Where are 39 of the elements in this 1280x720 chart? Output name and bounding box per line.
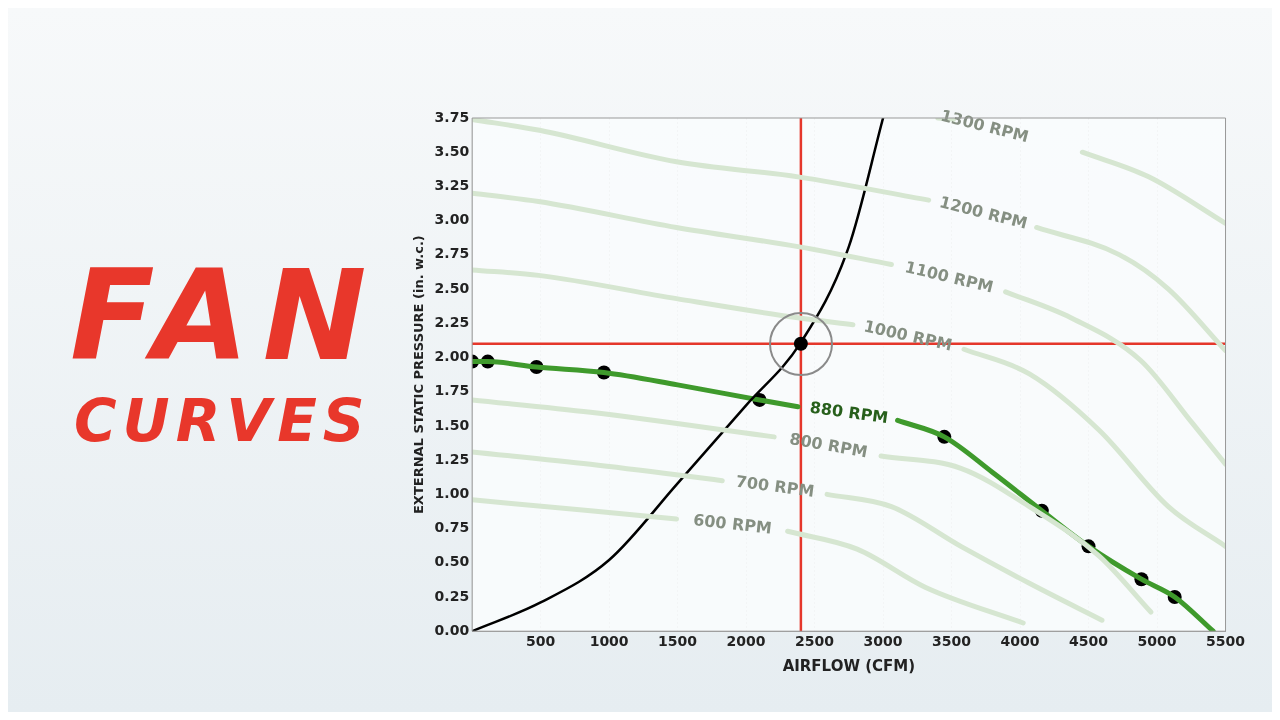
y-tick-label: 3.25 <box>434 177 470 194</box>
x-axis-title: AIRFLOW (CFM) <box>782 656 916 675</box>
text: 1300 RPM <box>938 105 1031 147</box>
x-tick-label: 1000 <box>589 633 629 650</box>
y-tick-label: 0.00 <box>434 621 470 638</box>
y-tick-label: 2.00 <box>434 348 470 365</box>
y-tick-label: 1.00 <box>434 484 470 501</box>
y-tick-label: 2.25 <box>434 313 470 330</box>
y-tick-label: 2.75 <box>434 245 470 262</box>
y-tick-label: 2.50 <box>434 279 470 296</box>
text: 1000 RPM <box>862 316 954 355</box>
text: 800 RPM <box>787 428 870 462</box>
x-tick-label: 5500 <box>1206 633 1246 650</box>
x-tick-label: 3000 <box>863 633 903 650</box>
y-axis-title: EXTERNAL STATIC PRESSURE (in. w.c.) <box>411 235 427 515</box>
text: 700 RPM <box>734 471 816 501</box>
text: FAN <box>70 244 381 388</box>
x-tick-label: 1500 <box>658 633 698 650</box>
x-tick-label: 2000 <box>726 633 766 650</box>
y-tick-label: 0.75 <box>434 519 470 536</box>
x-tick-label: 4000 <box>1000 633 1040 650</box>
x-tick-label: 2500 <box>795 633 835 650</box>
x-tick-label: 3500 <box>932 633 972 650</box>
y-tick-label: 1.50 <box>434 416 470 433</box>
text: 1200 RPM <box>937 192 1030 233</box>
x-tick-label: 500 <box>526 633 556 650</box>
text: CURVES <box>74 387 371 455</box>
y-tick-label: 3.50 <box>434 142 470 159</box>
text: 1100 RPM <box>903 257 996 297</box>
y-tick-label: 1.75 <box>434 382 470 399</box>
y-tick-label: 0.50 <box>434 553 470 570</box>
y-tick-label: 0.25 <box>434 587 470 604</box>
x-tick-label: 5000 <box>1137 633 1177 650</box>
y-tick-label: 3.00 <box>434 211 470 228</box>
text: 880 RPM <box>808 397 890 428</box>
y-tick-label: 3.75 <box>434 108 470 125</box>
text: 600 RPM <box>692 510 773 538</box>
y-tick-label: 1.25 <box>434 450 470 467</box>
x-tick-label: 4500 <box>1069 633 1109 650</box>
